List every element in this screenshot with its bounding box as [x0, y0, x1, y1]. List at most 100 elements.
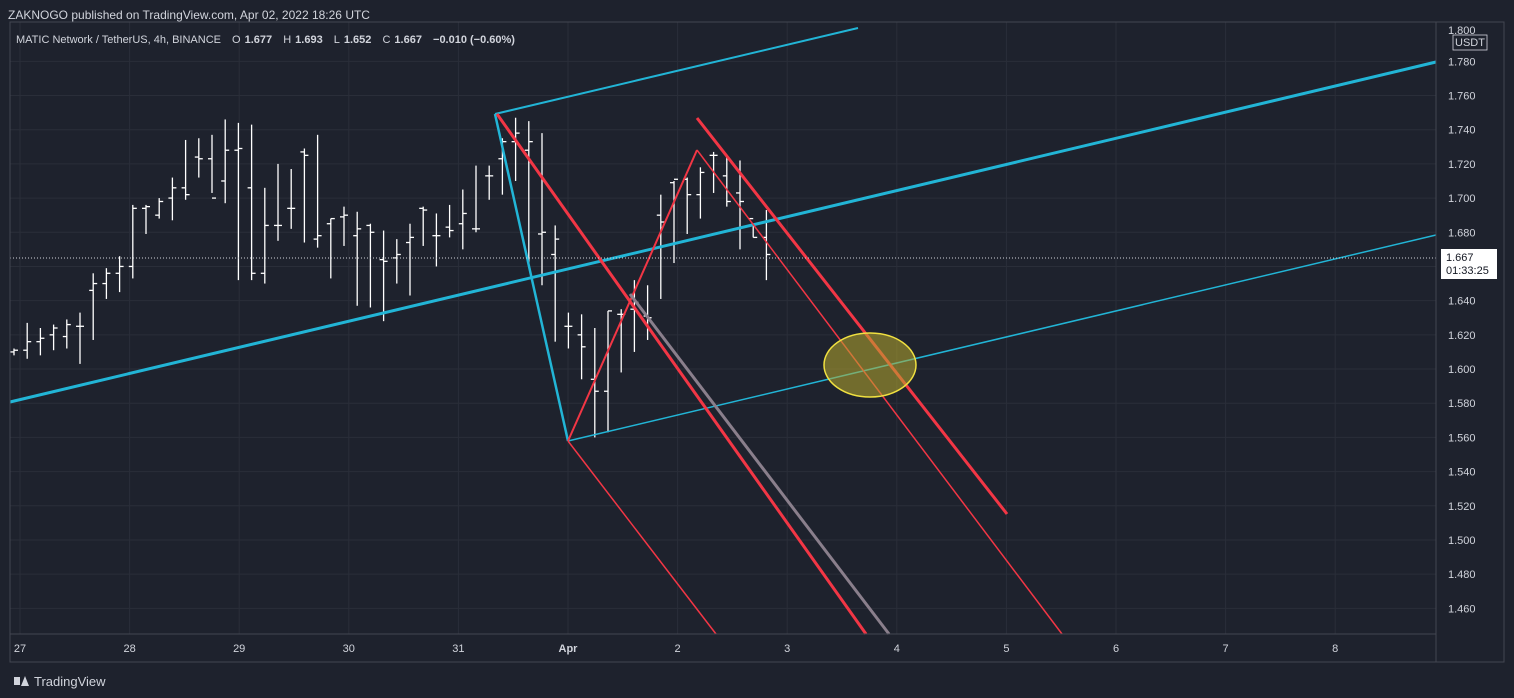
ohlc-bar [551, 225, 560, 342]
price-tick-label: 1.520 [1448, 501, 1476, 513]
price-tick-label: 1.720 [1448, 159, 1476, 171]
time-axis: 27 28 29 30 31 Apr 2 3 4 5 6 7 8 [14, 643, 1338, 655]
ohlc-bar [683, 177, 692, 234]
ohlc-bar [221, 119, 230, 204]
ohlc-bar [300, 148, 309, 243]
price-tick-label: 1.480 [1448, 569, 1476, 581]
ohlc-bar [511, 117, 520, 181]
high-value: 1.693 [295, 34, 323, 46]
ohlc-bar [102, 268, 111, 299]
ohlc-bar [23, 322, 32, 359]
time-tick-label: 5 [1003, 643, 1009, 655]
price-tick-label: 1.580 [1448, 398, 1476, 410]
price-tick-label: 1.680 [1448, 227, 1476, 239]
ohlc-bar [194, 138, 203, 178]
publisher-text: ZAKNOGO published on TradingView.com, Ap… [8, 8, 370, 22]
ohlc-bar [287, 169, 296, 229]
ohlc-bar [472, 165, 480, 233]
ohlc-bar [577, 314, 586, 380]
ohlc-bar [564, 312, 573, 349]
price-tick-label: 1.500 [1448, 535, 1476, 547]
currency-label: USDT [1455, 37, 1485, 49]
last-price-badge [1441, 249, 1497, 279]
open-label: O [232, 34, 241, 46]
price-tick-label: 1.460 [1448, 603, 1476, 615]
publisher-header: ZAKNOGO published on TradingView.com, Ap… [0, 0, 1514, 30]
symbol-name: MATIC Network / TetherUS, 4h, BINANCE [16, 34, 221, 46]
ohlc-bar [260, 187, 269, 284]
time-tick-label: 31 [452, 643, 464, 655]
currency-box [1452, 34, 1488, 51]
ohlc-bar [485, 165, 494, 200]
ohlc-bar [234, 122, 243, 281]
low-value: 1.652 [343, 34, 372, 46]
time-tick-label: 6 [1113, 643, 1119, 655]
close-label: C [382, 34, 391, 46]
ohlc-bar [366, 223, 375, 308]
ohlc-bar [379, 230, 388, 322]
footer: TradingView [0, 664, 1514, 698]
ohlc-bar [76, 312, 84, 364]
price-tick-label: 1.740 [1448, 125, 1476, 137]
ohlc-bar [604, 310, 612, 433]
time-tick-label: 2 [675, 643, 681, 655]
ohlc-bar [313, 134, 322, 248]
ohlc-bar [115, 256, 124, 293]
ohlc-bar [10, 348, 18, 356]
change-value: −0.010 (−0.60%) [433, 34, 515, 46]
time-tick-label: 3 [784, 643, 790, 655]
ohlc-bar [392, 239, 401, 284]
price-tick-label: 1.620 [1448, 330, 1476, 342]
pitchfork-upper-tine [494, 27, 859, 115]
price-tick-label: 1.780 [1448, 56, 1476, 68]
bar-countdown: 01:33:25 [1446, 265, 1489, 277]
time-tick-label: Apr [559, 643, 579, 655]
price-tick-label: 1.700 [1448, 193, 1476, 205]
tradingview-logo-icon [14, 676, 29, 686]
price-axis: 1.7801.7601.7401.7201.7001.6801.6601.640… [1448, 56, 1476, 615]
ohlc-bar [432, 213, 441, 267]
ohlc-bar [155, 198, 164, 219]
chart-frame [9, 21, 1505, 663]
ohlc-bar [142, 204, 150, 234]
last-price-value: 1.667 [1446, 252, 1474, 264]
channel-lower-line [9, 60, 1437, 404]
gray-median-line [628, 293, 891, 635]
time-tick-label: 4 [894, 643, 900, 655]
ohlc-bars [10, 117, 771, 438]
ohlc-bar [524, 121, 533, 267]
ohlc-bar [49, 324, 58, 351]
ohlc-bar [181, 139, 190, 200]
pitchfork-handle [493, 113, 570, 442]
price-tick-label: 1.760 [1448, 91, 1476, 103]
pitchfork-lower-tine [567, 234, 1437, 442]
open-value: 1.677 [244, 34, 273, 46]
time-tick-label: 27 [14, 643, 26, 655]
price-tick-label: 1.640 [1448, 296, 1476, 308]
ohlc-bar [353, 211, 362, 306]
close-value: 1.667 [394, 34, 422, 46]
time-tick-label: 28 [123, 643, 135, 655]
ohlc-bar [538, 133, 546, 286]
low-label: L [333, 34, 340, 46]
ohlc-bar [458, 189, 467, 250]
ohlc-bar [670, 178, 678, 264]
ohlc-bar [340, 206, 348, 246]
ohlc-bar [36, 328, 45, 356]
ohlc-bar [89, 273, 98, 340]
ohlc-bar [326, 217, 335, 279]
drawings [9, 27, 1437, 635]
high-label: H [283, 34, 292, 46]
price-top-clipped: 1.800 [1448, 25, 1476, 37]
time-tick-label: 29 [233, 643, 245, 655]
price-tick-label: 1.560 [1448, 432, 1476, 444]
target-ellipse [823, 332, 917, 398]
footer-brand[interactable]: TradingView [34, 673, 106, 689]
ohlc-bar [406, 223, 414, 296]
price-tick-label: 1.600 [1448, 364, 1476, 376]
ohlc-bar [128, 204, 137, 279]
red-median-line [495, 113, 868, 635]
ohlc-bar [274, 163, 282, 241]
time-tick-label: 30 [343, 643, 355, 655]
